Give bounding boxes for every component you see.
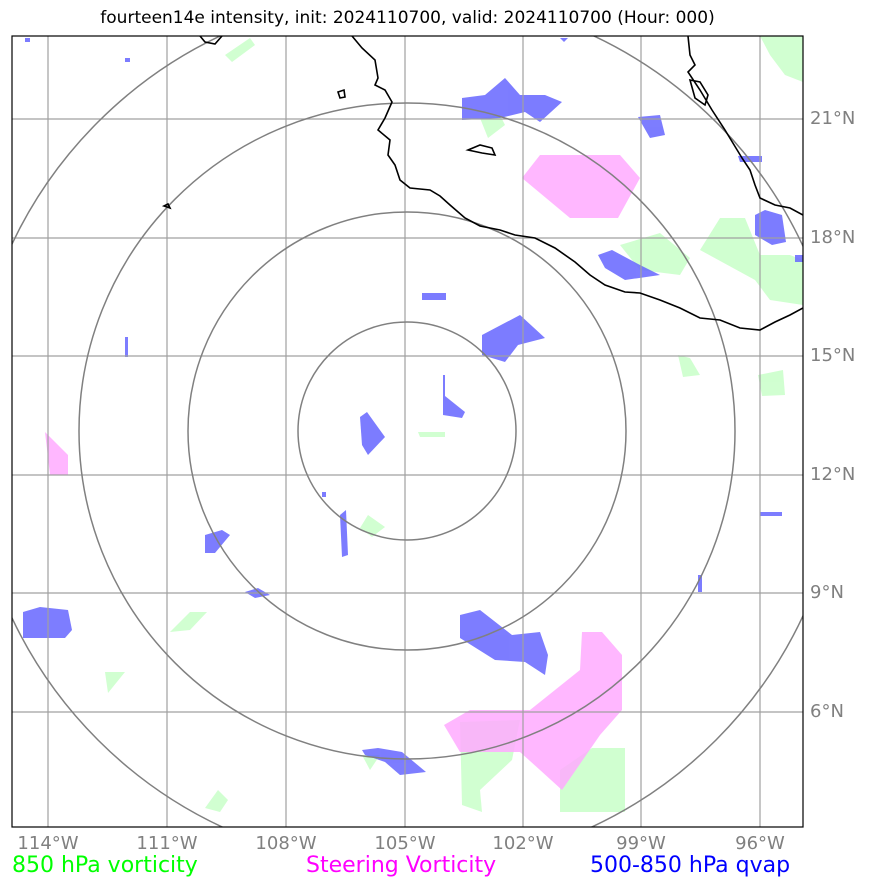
lat-label-12n: 12°N — [810, 464, 856, 485]
lon-label-108w: 108°W — [255, 833, 317, 854]
lon-label-99w: 99°W — [616, 833, 666, 854]
grid-lines — [12, 36, 803, 827]
coastline — [161, 36, 803, 331]
lat-label-18n: 18°N — [810, 227, 856, 248]
range-rings — [12, 36, 803, 827]
lon-label-102w: 102°W — [492, 833, 554, 854]
legend-steering-vorticity: Steering Vorticity — [306, 853, 497, 878]
qvap-regions — [23, 38, 803, 775]
lon-label-96w: 96°W — [735, 833, 785, 854]
lon-label-105w: 105°W — [374, 833, 436, 854]
lon-label-111w: 111°W — [136, 833, 198, 854]
lat-label-21n: 21°N — [810, 108, 856, 129]
lat-label-15n: 15°N — [810, 345, 856, 366]
lon-label-114w: 114°W — [17, 833, 79, 854]
map-title: fourteen14e intensity, init: 2024110700,… — [100, 8, 715, 28]
legend-qvap: 500-850 hPa qvap — [590, 853, 791, 878]
vort850-regions — [105, 36, 803, 812]
steering-regions — [45, 155, 640, 790]
lat-label-9n: 9°N — [810, 582, 844, 603]
lat-label-6n: 6°N — [810, 701, 844, 722]
plot-border — [11, 35, 804, 828]
legend-850-vorticity: 850 hPa vorticity — [12, 853, 198, 878]
